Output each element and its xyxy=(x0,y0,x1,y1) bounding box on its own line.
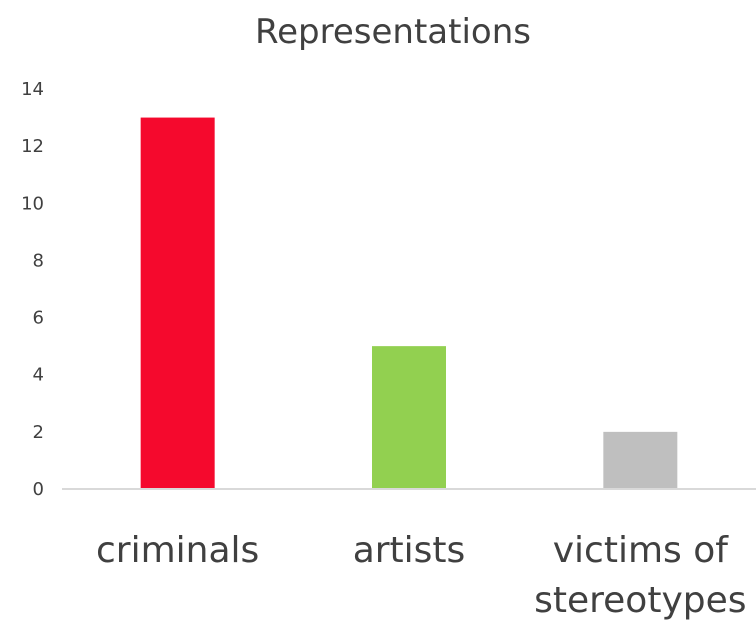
y-tick-label: 8 xyxy=(33,250,44,271)
x-axis-labels: criminals artists victims of stereotypes xyxy=(96,530,747,621)
bar xyxy=(140,117,215,490)
y-tick-label: 6 xyxy=(33,308,44,329)
category-label: artists xyxy=(353,530,466,571)
y-tick-label: 12 xyxy=(21,136,44,157)
y-tick-label: 10 xyxy=(21,193,44,214)
chart-title: Representations xyxy=(255,12,531,52)
category-label: criminals xyxy=(96,530,259,571)
y-tick-label: 0 xyxy=(33,479,44,500)
bar xyxy=(372,346,446,489)
y-tick-label: 14 xyxy=(21,79,44,100)
bars-group xyxy=(140,117,678,490)
y-tick-label: 2 xyxy=(33,422,44,443)
y-axis-ticks: 0 2 4 6 8 10 12 14 xyxy=(21,79,44,500)
category-label: victims of xyxy=(553,530,730,571)
y-tick-label: 4 xyxy=(33,365,44,386)
category-label: stereotypes xyxy=(534,580,746,621)
bar xyxy=(603,431,678,489)
